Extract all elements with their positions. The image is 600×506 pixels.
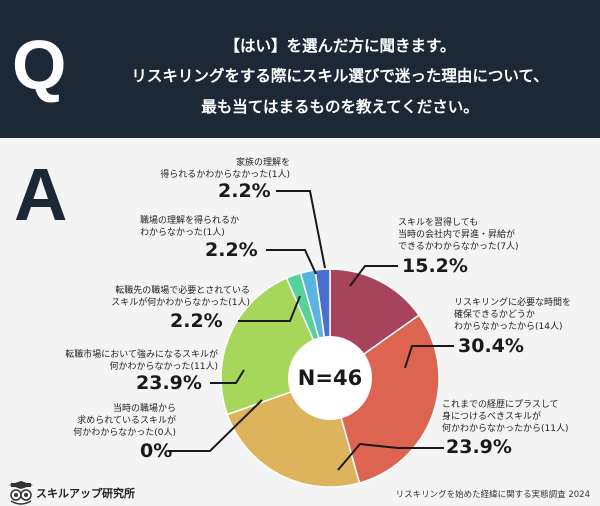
leader-line-new-job <box>238 295 301 322</box>
leader-line-family <box>276 190 326 269</box>
owl-logo-icon <box>9 481 33 505</box>
slice-label-career: これまでの経歴にプラスして 身につけるべきスキルが 何かわからなかったから(11… <box>442 400 569 434</box>
slice-label-workplace: 職場の理解を得られるか わからなかった(1人) <box>140 216 240 238</box>
leader-line-time <box>404 345 454 369</box>
slice-percent-current-job: 0% <box>140 440 173 462</box>
slice-label-promotion: スキルを習得しても 当時の会社内で昇進・昇給が できるかわからなかった(7人) <box>398 218 519 252</box>
slice-percent-time: 30.4% <box>458 335 524 357</box>
slice-percent-promotion: 15.2% <box>402 255 468 277</box>
leader-lines <box>168 190 454 471</box>
slice-label-current-job: 当時の職場から 求められているスキルが 何かわからなかった(0人) <box>73 404 176 438</box>
slice-label-new-job: 転職先の職場で必要とされている スキルが何かわからなかった(1人) <box>111 286 250 308</box>
slice-label-family: 家族の理解を 得られるかわからなかった(1人) <box>160 158 290 180</box>
question-line-3: 最も当てはまるものを教えてください。 <box>201 98 479 116</box>
slice-label-time: リスキリングに必要な時間を 確保できるかどうか わからなかったから(14人) <box>454 298 572 332</box>
pie-slice-time <box>329 314 440 484</box>
donut-hole <box>288 336 372 420</box>
question-line-1: 【はい】を選んだ方に聞きます。 <box>224 37 456 55</box>
slice-percent-workplace: 2.2% <box>205 239 258 261</box>
slice-percent-career: 23.9% <box>446 436 512 458</box>
brand-name: スキルアップ研究所 <box>36 487 135 500</box>
slice-percent-new-job: 2.2% <box>170 310 223 332</box>
sample-size-label: N=46 <box>297 366 363 390</box>
leader-line-job-market <box>210 369 245 384</box>
leader-line-career <box>337 442 444 471</box>
question-letter: Q <box>12 26 67 104</box>
leader-line-promotion <box>349 265 398 287</box>
slice-percent-job-market: 23.9% <box>136 372 202 394</box>
question-header <box>0 0 600 138</box>
question-line-2: リスキリングをする際にスキル選びで迷った理由について、 <box>131 67 549 85</box>
leader-line-current-job <box>168 399 263 452</box>
slice-label-job-market: 転職市場において強みになるスキルが 何かわからなかった(11人) <box>65 350 218 372</box>
leader-line-workplace <box>266 249 317 275</box>
source-caption: リスキリングを始めた経緯に関する実態調査 2024 <box>395 490 590 500</box>
answer-letter: A <box>14 153 68 236</box>
slice-percent-family: 2.2% <box>218 180 271 202</box>
